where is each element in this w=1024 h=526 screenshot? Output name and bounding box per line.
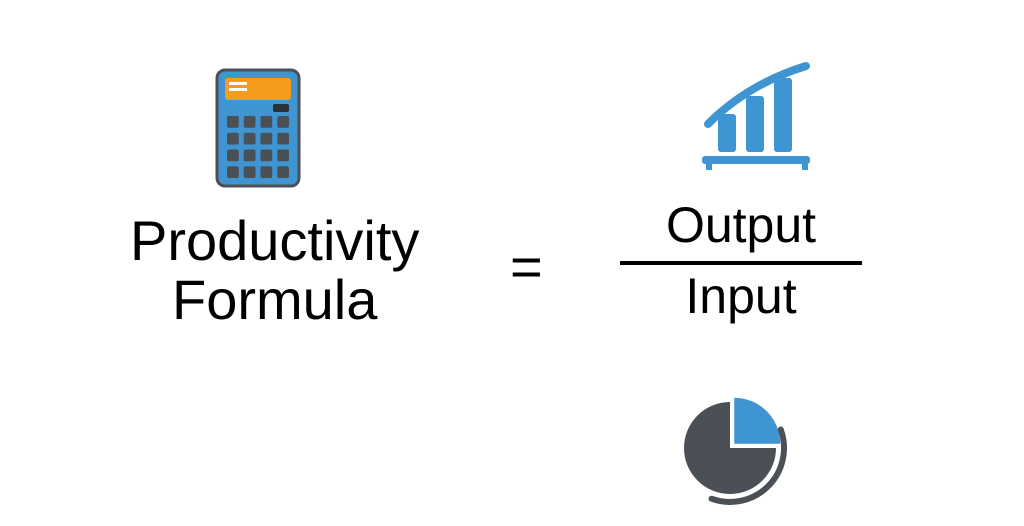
growth-chart-icon bbox=[688, 60, 828, 177]
infographic-stage: Productivity Formula = Output Input bbox=[0, 0, 1024, 526]
pie-chart-icon bbox=[678, 390, 796, 513]
formula-name-line1: Productivity bbox=[130, 212, 419, 271]
fraction-bar bbox=[620, 261, 862, 265]
calculator-icon bbox=[215, 68, 301, 193]
formula-name: Productivity Formula bbox=[130, 212, 419, 330]
equals-sign: = bbox=[510, 234, 543, 299]
fraction-numerator: Output bbox=[620, 198, 862, 253]
formula-fraction: Output Input bbox=[620, 198, 862, 324]
fraction-denominator: Input bbox=[620, 269, 862, 324]
formula-name-line2: Formula bbox=[130, 271, 419, 330]
